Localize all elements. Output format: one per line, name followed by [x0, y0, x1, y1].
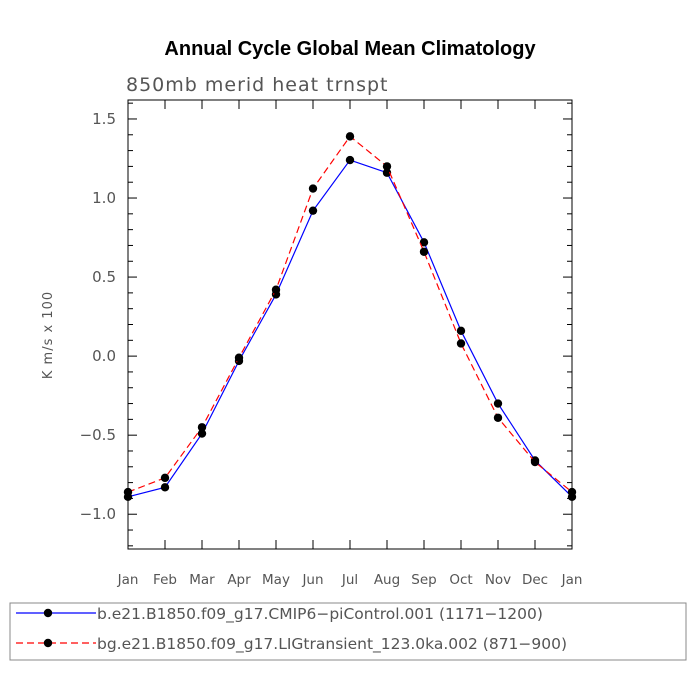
- legend-marker: [43, 638, 53, 648]
- x-tick-label: Jun: [301, 572, 323, 588]
- y-tick-label: −0.5: [80, 426, 116, 444]
- legend: b.e21.B1850.f09_g17.CMIP6−piControl.001 …: [9, 602, 687, 661]
- x-tick-label: Jan: [561, 572, 583, 588]
- data-point: [456, 326, 466, 336]
- y-tick-label: 1.5: [92, 110, 116, 128]
- data-point: [160, 483, 170, 492]
- data-point: [382, 162, 392, 171]
- data-point: [160, 473, 170, 483]
- data-point: [567, 487, 577, 497]
- data-point: [345, 132, 355, 141]
- y-axis-label: K m/s x 100: [41, 291, 56, 379]
- data-point: [419, 238, 429, 247]
- data-point: [197, 429, 207, 438]
- x-tick-label: Aug: [374, 572, 400, 588]
- data-point: [493, 399, 503, 408]
- data-point: [123, 487, 133, 497]
- data-point: [308, 184, 318, 193]
- data-point: [308, 206, 318, 215]
- plot-frame: [127, 99, 573, 550]
- legend-label-1: b.e21.B1850.f09_g17.CMIP6−piControl.001 …: [97, 605, 543, 624]
- x-tick-label: Apr: [227, 572, 251, 588]
- data-point: [271, 285, 281, 294]
- x-tick-label: Feb: [153, 572, 177, 588]
- x-tick-label: Nov: [485, 572, 511, 588]
- data-point: [493, 413, 503, 422]
- series-line-2: [127, 135, 573, 493]
- legend-marker: [43, 608, 53, 618]
- x-tick-label: Dec: [522, 572, 548, 588]
- x-tick-label: Jan: [117, 572, 139, 588]
- x-tick-label: Sep: [411, 572, 436, 588]
- y-tick-label: 1.0: [92, 189, 116, 207]
- x-tick-label: May: [262, 572, 290, 588]
- y-tick-label: 0.5: [92, 268, 116, 286]
- legend-label-2: bg.e21.B1850.f09_g17.LIGtransient_123.0k…: [97, 635, 567, 654]
- y-tick-label: 0.0: [92, 347, 116, 365]
- legend-box: [9, 602, 687, 661]
- data-point: [456, 339, 466, 348]
- series-line-1: [127, 159, 573, 498]
- x-tick-label: Oct: [449, 572, 472, 588]
- data-point: [197, 423, 207, 432]
- data-point: [382, 168, 392, 177]
- x-tick-label: Mar: [189, 572, 215, 588]
- data-point: [419, 247, 429, 256]
- y-tick-label: −1.0: [80, 505, 116, 523]
- x-tick-label: Jul: [341, 572, 358, 588]
- chart-title: Annual Cycle Global Mean Climatology: [164, 38, 536, 60]
- data-point: [234, 353, 244, 362]
- chart-subtitle: 850mb merid heat trnspt: [126, 74, 389, 96]
- data-point: [530, 457, 540, 467]
- data-point: [345, 155, 355, 165]
- plot-area: −1.0 −0.5 0.0 0.5 1.0 1.5 Jan Feb Mar Apr May Jun Ju…: [80, 99, 583, 588]
